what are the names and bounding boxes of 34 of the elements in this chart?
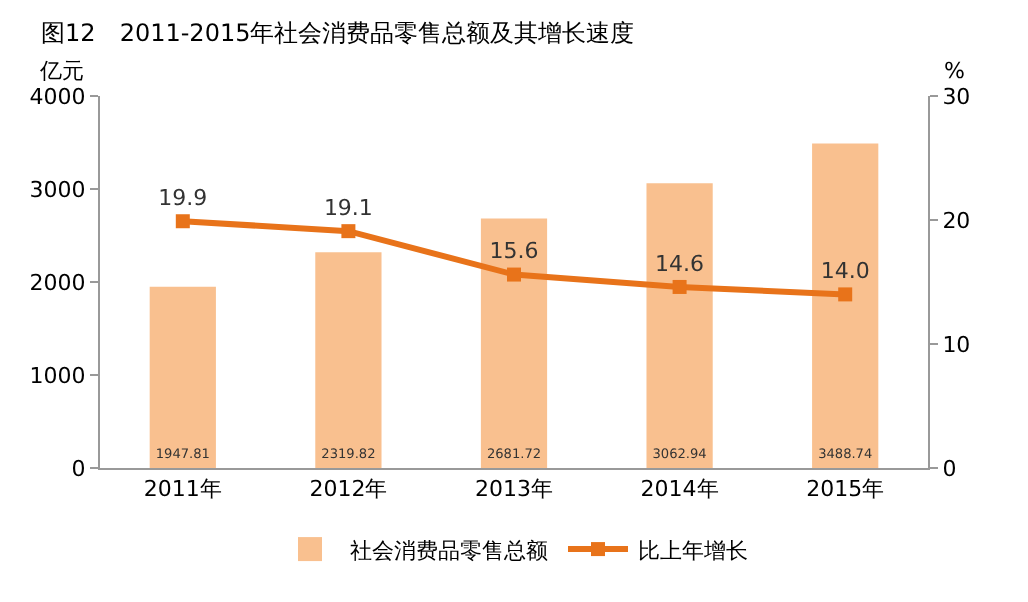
bar [646,183,713,468]
x-tick-label: 2014年 [640,476,719,503]
y2-tick-label: 20 [942,207,971,234]
x-tick-label: 2013年 [475,476,553,503]
y-tick-label: 0 [71,455,86,482]
y2-tick-label: 30 [942,83,971,110]
bar [315,252,382,468]
data-label: 19.1 [323,194,373,221]
point [175,214,190,229]
y-axis-title: 亿元 [38,58,84,84]
legend-label: 社会消费品零售总额 [350,537,548,564]
y2-tick-label: 10 [942,331,971,358]
chart-title: 图12 2011-2015年社会消费品零售总额及其增长速度 [41,18,635,47]
data-label: 14.6 [655,250,705,277]
y-tick-label: 1000 [29,362,86,389]
x-tick-label: 2015年 [806,476,885,503]
bar [480,218,548,468]
point [838,287,853,302]
legend-label: 比上年增长 [638,537,748,564]
bar [812,143,879,468]
y-tick-label: 3000 [29,176,86,203]
y-tick-label: 4000 [29,83,86,110]
y2-axis-title: % [944,58,965,84]
x-tick-label: 2012年 [309,476,388,503]
point [672,279,687,294]
data-label: 14.0 [820,258,870,285]
data-label: 19.9 [158,184,208,211]
y-tick-label: 2000 [29,269,86,296]
bar [149,286,216,468]
data-label: 15.6 [489,238,539,265]
x-tick-label: 2011年 [143,476,222,503]
y2-tick-label: 0 [942,455,957,482]
point [341,224,356,239]
point [507,267,521,282]
